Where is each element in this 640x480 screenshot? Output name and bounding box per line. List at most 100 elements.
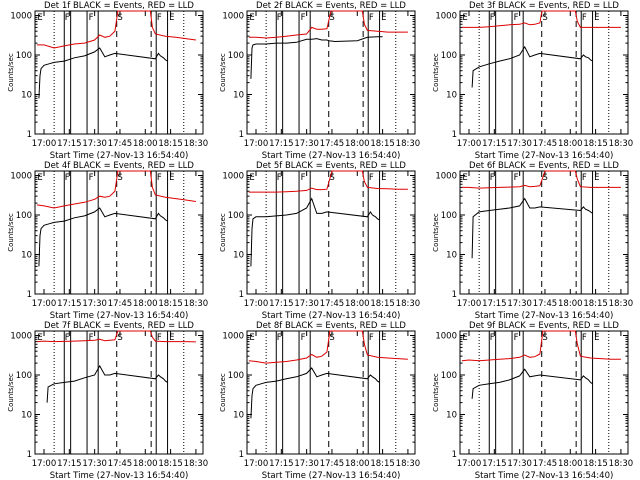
events-series-line	[46, 364, 168, 403]
plot-frame	[34, 10, 204, 135]
y-tick-label: 1	[239, 130, 244, 140]
x-tick-label: 18:30	[184, 139, 209, 149]
lld-series-line	[36, 330, 196, 343]
region-label: E	[249, 333, 254, 343]
region-label: F	[490, 173, 495, 183]
region-label: E	[594, 333, 599, 343]
x-tick-label: 17:00	[32, 139, 57, 149]
region-label: F	[89, 173, 94, 183]
y-tick-label: 10	[233, 91, 244, 101]
x-tick-label: 18:00	[558, 139, 583, 149]
x-axis-label: Start Time (27-Nov-13 16:54:40)	[50, 471, 189, 480]
region-label: E	[169, 13, 174, 23]
x-tick-label: 18:00	[558, 459, 583, 469]
plot-title: Det 2f BLACK = Events, RED = LLD	[256, 1, 406, 11]
y-tick-label: 100	[228, 371, 244, 381]
y-axis-label: Counts/sec	[7, 213, 15, 252]
y-tick-label: 1	[239, 450, 244, 460]
lld-series-line	[248, 170, 408, 193]
y-tick-label: 10	[446, 91, 457, 101]
region-label: E	[249, 13, 254, 23]
plot-frame	[246, 330, 416, 455]
x-tick-label: 17:15	[269, 459, 294, 469]
y-tick-label: 100	[16, 371, 32, 381]
y-tick-label: 1	[27, 130, 32, 140]
x-tick-label: 18:00	[345, 299, 370, 309]
plot-frame	[459, 10, 629, 135]
region-label: F	[369, 13, 374, 23]
x-axis-label: Start Time (27-Nov-13 16:54:40)	[262, 471, 401, 480]
x-axis-label: Start Time (27-Nov-13 16:54:40)	[262, 151, 401, 161]
x-tick-label: 17:30	[82, 459, 107, 469]
x-tick-label: 18:30	[609, 139, 634, 149]
y-tick-label: 1000	[10, 332, 32, 342]
lld-series-line	[461, 170, 621, 189]
region-label: E	[381, 173, 386, 183]
x-tick-label: 17:15	[269, 299, 294, 309]
x-tick-label: 18:00	[345, 459, 370, 469]
events-series-line	[250, 197, 380, 267]
x-tick-label: 18:30	[609, 459, 634, 469]
region-label: F	[277, 333, 282, 343]
x-axis-label: Start Time (27-Nov-13 16:54:40)	[475, 151, 614, 161]
y-tick-label: 100	[16, 211, 32, 221]
x-tick-label: 18:00	[133, 459, 158, 469]
region-label: E	[249, 173, 254, 183]
plot-title: Det 6f BLACK = Events, RED = LLD	[469, 161, 619, 171]
x-tick-label: 17:00	[457, 139, 482, 149]
y-tick-label: 10	[233, 411, 244, 421]
x-tick-label: 18:15	[158, 459, 183, 469]
region-label: E	[462, 333, 467, 343]
y-tick-label: 1000	[10, 12, 32, 22]
x-tick-label: 18:30	[184, 299, 209, 309]
region-label: F	[369, 333, 374, 343]
events-series-line	[250, 367, 380, 419]
x-tick-label: 17:45	[533, 139, 558, 149]
region-label: F	[582, 13, 587, 23]
plot-title: Det 4f BLACK = Events, RED = LLD	[44, 161, 194, 171]
y-tick-label: 100	[16, 51, 32, 61]
x-tick-label: 17:15	[269, 139, 294, 149]
events-series-line	[38, 207, 168, 267]
region-label: F	[514, 173, 519, 183]
region-label: F	[490, 333, 495, 343]
x-tick-label: 18:15	[370, 299, 395, 309]
region-label: E	[169, 173, 174, 183]
x-tick-label: 17:45	[320, 459, 345, 469]
lld-series-line	[461, 330, 621, 362]
y-tick-label: 1000	[435, 12, 457, 22]
x-tick-label: 18:30	[609, 299, 634, 309]
y-tick-label: 100	[441, 371, 457, 381]
y-tick-label: 10	[446, 251, 457, 261]
x-tick-label: 17:30	[82, 299, 107, 309]
region-label: F	[65, 13, 70, 23]
x-tick-label: 17:15	[482, 299, 507, 309]
events-series-line	[38, 47, 168, 99]
region-label: F	[582, 333, 587, 343]
y-tick-label: 10	[446, 411, 457, 421]
region-label: S	[117, 13, 122, 23]
region-label: S	[329, 13, 334, 23]
x-tick-label: 17:00	[32, 459, 57, 469]
region-label: E	[381, 333, 386, 343]
region-label: F	[65, 173, 70, 183]
x-tick-label: 17:15	[482, 139, 507, 149]
region-label: E	[37, 333, 42, 343]
region-label: S	[117, 333, 122, 343]
lld-series-line	[248, 330, 408, 364]
x-axis-label: Start Time (27-Nov-13 16:54:40)	[262, 311, 401, 321]
x-tick-label: 18:15	[583, 299, 608, 309]
region-label: F	[301, 333, 306, 343]
y-tick-label: 1	[452, 130, 457, 140]
plot-title: Det 7f BLACK = Events, RED = LLD	[44, 321, 194, 331]
x-tick-label: 18:30	[184, 459, 209, 469]
region-label: E	[594, 173, 599, 183]
x-tick-label: 17:45	[320, 299, 345, 309]
y-axis-label: Counts/sec	[219, 53, 227, 92]
y-axis-label: Counts/sec	[432, 373, 440, 412]
region-label: F	[490, 13, 495, 23]
x-tick-label: 17:00	[457, 299, 482, 309]
x-tick-label: 17:00	[244, 459, 269, 469]
y-tick-label: 1	[239, 290, 244, 300]
y-axis-label: Counts/sec	[432, 53, 440, 92]
